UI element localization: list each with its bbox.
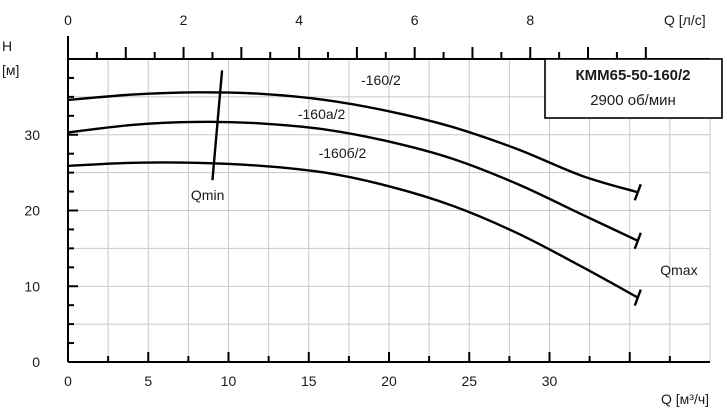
x-axis-title-top: Q [л/с] [664, 12, 706, 28]
ticks [67, 47, 671, 363]
x-tick-label-bottom: 20 [381, 373, 397, 389]
x-tick-label-bottom: 25 [461, 373, 477, 389]
qmax-end-mark [633, 183, 642, 201]
x-tick-label-bottom: 10 [221, 373, 237, 389]
qmax-end-mark [633, 232, 642, 250]
tick-labels: 0 5 10 15 20 25 30 0 2 4 6 8 0 10 20 30 [24, 12, 557, 389]
x-tick-label-top: 6 [411, 12, 419, 28]
x-tick-label-bottom: 0 [64, 373, 72, 389]
x-tick-label-top: 0 [64, 12, 72, 28]
y-axis-unit: [м] [2, 62, 19, 78]
qmin-label: Qmin [191, 187, 224, 203]
y-tick-label: 30 [24, 127, 40, 143]
curve-2 [67, 120, 639, 242]
curve-label-3: -160б/2 [319, 145, 367, 161]
curve-3 [67, 161, 639, 299]
x-tick-label-bottom: 15 [301, 373, 317, 389]
x-tick-label-bottom: 5 [144, 373, 152, 389]
y-tick-label: 10 [24, 278, 40, 294]
y-axis-title: H [2, 38, 12, 54]
model-speed: 2900 об/мин [590, 92, 676, 109]
curves: -160/2 -160a/2 -160б/2 [67, 72, 642, 307]
curve-label-2: -160a/2 [298, 106, 346, 122]
x-tick-label-top: 4 [295, 12, 303, 28]
qmin-line [211, 70, 224, 181]
model-box-frame [544, 58, 723, 119]
x-tick-label-bottom: 30 [542, 373, 558, 389]
qmax-label: Qmax [660, 262, 697, 278]
x-tick-label-top: 8 [526, 12, 534, 28]
model-box: КММ65-50-160/2 2900 об/мин [544, 58, 723, 119]
y-tick-label: 20 [24, 203, 40, 219]
x-axis-title-bottom: Q [м³/ч] [661, 391, 709, 407]
annotations: Qmin Qmax [191, 70, 698, 278]
model-title: КММ65-50-160/2 [575, 67, 690, 84]
qmax-end-mark [633, 289, 642, 307]
curve-1 [67, 91, 639, 194]
curve-label-1: -160/2 [361, 72, 401, 88]
x-tick-label-top: 2 [180, 12, 188, 28]
y-tick-label: 0 [32, 354, 40, 370]
